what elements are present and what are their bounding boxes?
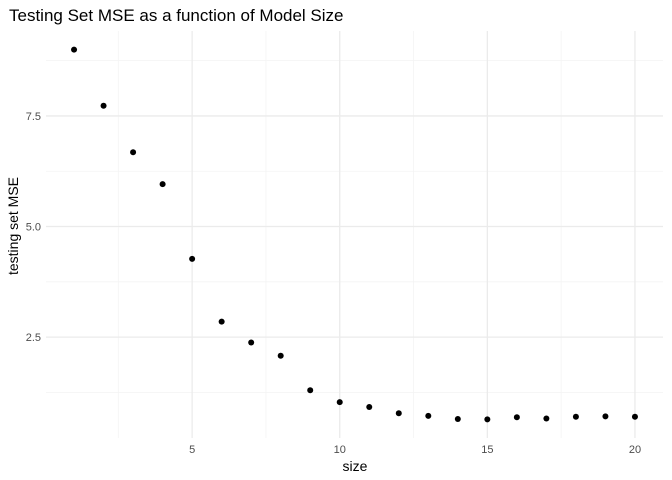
x-tick-labels: 5 10 15 20 xyxy=(189,444,641,456)
x-tick-label: 5 xyxy=(189,444,195,456)
x-tick-label: 10 xyxy=(334,444,346,456)
data-points xyxy=(71,46,638,423)
data-point xyxy=(336,399,343,406)
data-point xyxy=(543,415,550,422)
y-tick-labels: 2.5 5.0 7.5 xyxy=(26,111,41,344)
x-axis-title: size xyxy=(343,458,368,474)
data-point xyxy=(159,181,166,188)
y-tick-label: 7.5 xyxy=(26,111,41,123)
x-tick-label: 20 xyxy=(629,444,641,456)
data-point xyxy=(366,404,373,411)
major-gridlines xyxy=(46,31,663,438)
y-axis-title: testing set MSE xyxy=(5,177,21,275)
data-point xyxy=(218,318,225,325)
data-point xyxy=(277,352,284,359)
data-point xyxy=(130,149,137,156)
data-point xyxy=(248,339,255,346)
chart-title: Testing Set MSE as a function of Model S… xyxy=(9,6,344,25)
data-point xyxy=(454,415,461,422)
data-point xyxy=(71,46,78,53)
data-point xyxy=(189,255,196,262)
data-point xyxy=(395,410,402,417)
data-point xyxy=(307,387,314,394)
data-point xyxy=(602,413,609,420)
minor-gridlines xyxy=(46,31,663,438)
y-tick-label: 2.5 xyxy=(26,332,41,344)
data-point xyxy=(484,416,491,423)
x-tick-label: 15 xyxy=(481,444,493,456)
data-point xyxy=(572,413,579,420)
data-point xyxy=(100,102,107,109)
data-point xyxy=(513,414,520,421)
data-point xyxy=(631,413,638,420)
y-tick-label: 5.0 xyxy=(26,222,41,234)
data-point xyxy=(425,412,432,419)
